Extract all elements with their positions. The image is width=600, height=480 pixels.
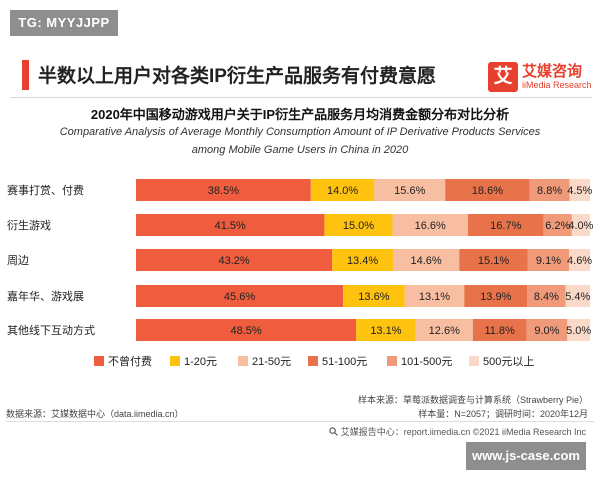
data-label: 13.1% — [419, 291, 450, 303]
logo-name-en: iiMedia Research — [522, 80, 592, 90]
legend-label: 51-100元 — [322, 356, 367, 368]
bar-segment — [136, 179, 311, 201]
data-label: 16.6% — [415, 220, 446, 232]
legend-label: 不曾付费 — [108, 354, 152, 368]
data-label: 8.8% — [537, 185, 562, 197]
brand-logo: 艾 艾媒咨询 iiMedia Research — [488, 60, 593, 96]
data-label: 14.0% — [327, 185, 358, 197]
header-divider — [10, 97, 592, 98]
legend-swatch — [238, 356, 248, 366]
data-label: 16.7% — [490, 220, 521, 232]
chart-subtitle-line-2: among Mobile Game Users in China in 2020 — [191, 144, 409, 156]
sample-size: 样本量：N=2057；调研时间：2020年12月 — [418, 409, 588, 419]
bar-segment — [324, 214, 393, 236]
data-label: 13.4% — [347, 255, 378, 267]
bar-segment — [415, 319, 473, 341]
data-label: 15.0% — [343, 220, 374, 232]
data-label: 13.6% — [358, 291, 389, 303]
bar-segment — [565, 285, 590, 307]
category-label: 衍生游戏 — [7, 218, 51, 232]
data-label: 6.2% — [545, 220, 570, 232]
bar-segment — [527, 249, 570, 271]
category-label: 周边 — [7, 254, 29, 267]
bar-segment — [392, 214, 468, 236]
bar-segment — [571, 214, 590, 236]
bar-segment — [445, 179, 530, 201]
bar-segment — [467, 214, 544, 236]
data-label: 38.5% — [208, 185, 239, 197]
watermark-top: TG: MYYJJPP — [10, 10, 118, 36]
data-label: 9.1% — [536, 255, 561, 267]
category-label: 嘉年华、游戏展 — [7, 289, 84, 303]
watermark-bottom: www.js-case.com — [466, 442, 586, 470]
data-label: 4.6% — [567, 255, 592, 267]
bar-segment — [136, 214, 325, 236]
data-label: 18.6% — [472, 185, 503, 197]
report-footer: 艾媒报告中心：report.iimedia.cn ©2021 iiMedia R… — [329, 425, 586, 438]
bar-segment — [569, 249, 590, 271]
data-label: 15.6% — [394, 185, 425, 197]
category-label: 其他线下互动方式 — [7, 323, 95, 337]
data-label: 8.4% — [534, 291, 559, 303]
data-source: 数据来源：艾媒数据中心（data.iimedia.cn） — [6, 409, 184, 419]
data-label: 4.5% — [567, 185, 592, 197]
bar-segment — [527, 285, 566, 307]
legend-label: 101-500元 — [401, 356, 452, 368]
data-label: 15.1% — [478, 255, 509, 267]
data-label: 13.9% — [480, 291, 511, 303]
bar-segment — [374, 179, 446, 201]
legend-label: 1-20元 — [184, 356, 217, 368]
footer-divider — [6, 421, 594, 422]
bar-segment — [543, 214, 572, 236]
report-footer-text: 艾媒报告中心：report.iimedia.cn ©2021 iiMedia R… — [340, 427, 586, 437]
sample-source: 样本来源：草莓派数据调查与计算系统（Strawberry Pie） — [357, 395, 588, 405]
bar-segment — [526, 319, 568, 341]
bar-segment — [343, 285, 405, 307]
bar-segment — [459, 249, 528, 271]
bar-segment — [136, 319, 357, 341]
bar-segment — [404, 285, 465, 307]
bar-segment — [567, 319, 590, 341]
bar-segment — [464, 285, 528, 307]
data-label: 13.1% — [370, 325, 401, 337]
bar-segment — [310, 179, 375, 201]
bar-segment — [529, 179, 570, 201]
data-label: 43.2% — [218, 255, 249, 267]
data-label: 48.5% — [230, 325, 261, 337]
legend-swatch — [94, 356, 104, 366]
category-label: 赛事打赏、付费 — [7, 183, 84, 197]
legend-swatch — [387, 356, 397, 366]
legend-swatch — [469, 356, 479, 366]
data-label: 4.0% — [568, 220, 593, 232]
data-label: 45.6% — [224, 291, 255, 303]
bar-segment — [332, 249, 393, 271]
legend-label: 21-50元 — [252, 356, 291, 368]
bar-segment — [356, 319, 416, 341]
legend-label: 500元以上 — [483, 355, 534, 368]
logo-icon: 艾 — [488, 62, 518, 92]
chart-subtitle-line-1: Comparative Analysis of Average Monthly … — [59, 126, 541, 138]
data-label: 5.4% — [565, 291, 590, 303]
legend-swatch — [170, 356, 180, 366]
data-label: 5.0% — [566, 325, 591, 337]
logo-name-cn: 艾媒咨询 — [522, 63, 583, 80]
data-label: 11.8% — [484, 325, 515, 337]
legend-swatch — [308, 356, 318, 366]
bar-segment — [136, 285, 344, 307]
page-heading: 半数以上用户对各类IP衍生产品服务有付费意愿 — [38, 66, 436, 87]
data-label: 14.6% — [411, 255, 442, 267]
data-label: 41.5% — [215, 220, 246, 232]
chart-title: 2020年中国移动游戏用户关于IP衍生产品服务月均消费金额分布对比分析 — [90, 107, 510, 122]
heading-accent-bar — [22, 60, 29, 90]
bar-segment — [569, 179, 590, 201]
search-icon — [329, 427, 339, 436]
data-label: 12.6% — [429, 325, 460, 337]
data-label: 9.0% — [534, 325, 559, 337]
bar-segment — [472, 319, 527, 341]
bar-segment — [136, 249, 333, 271]
bar-segment — [392, 249, 460, 271]
